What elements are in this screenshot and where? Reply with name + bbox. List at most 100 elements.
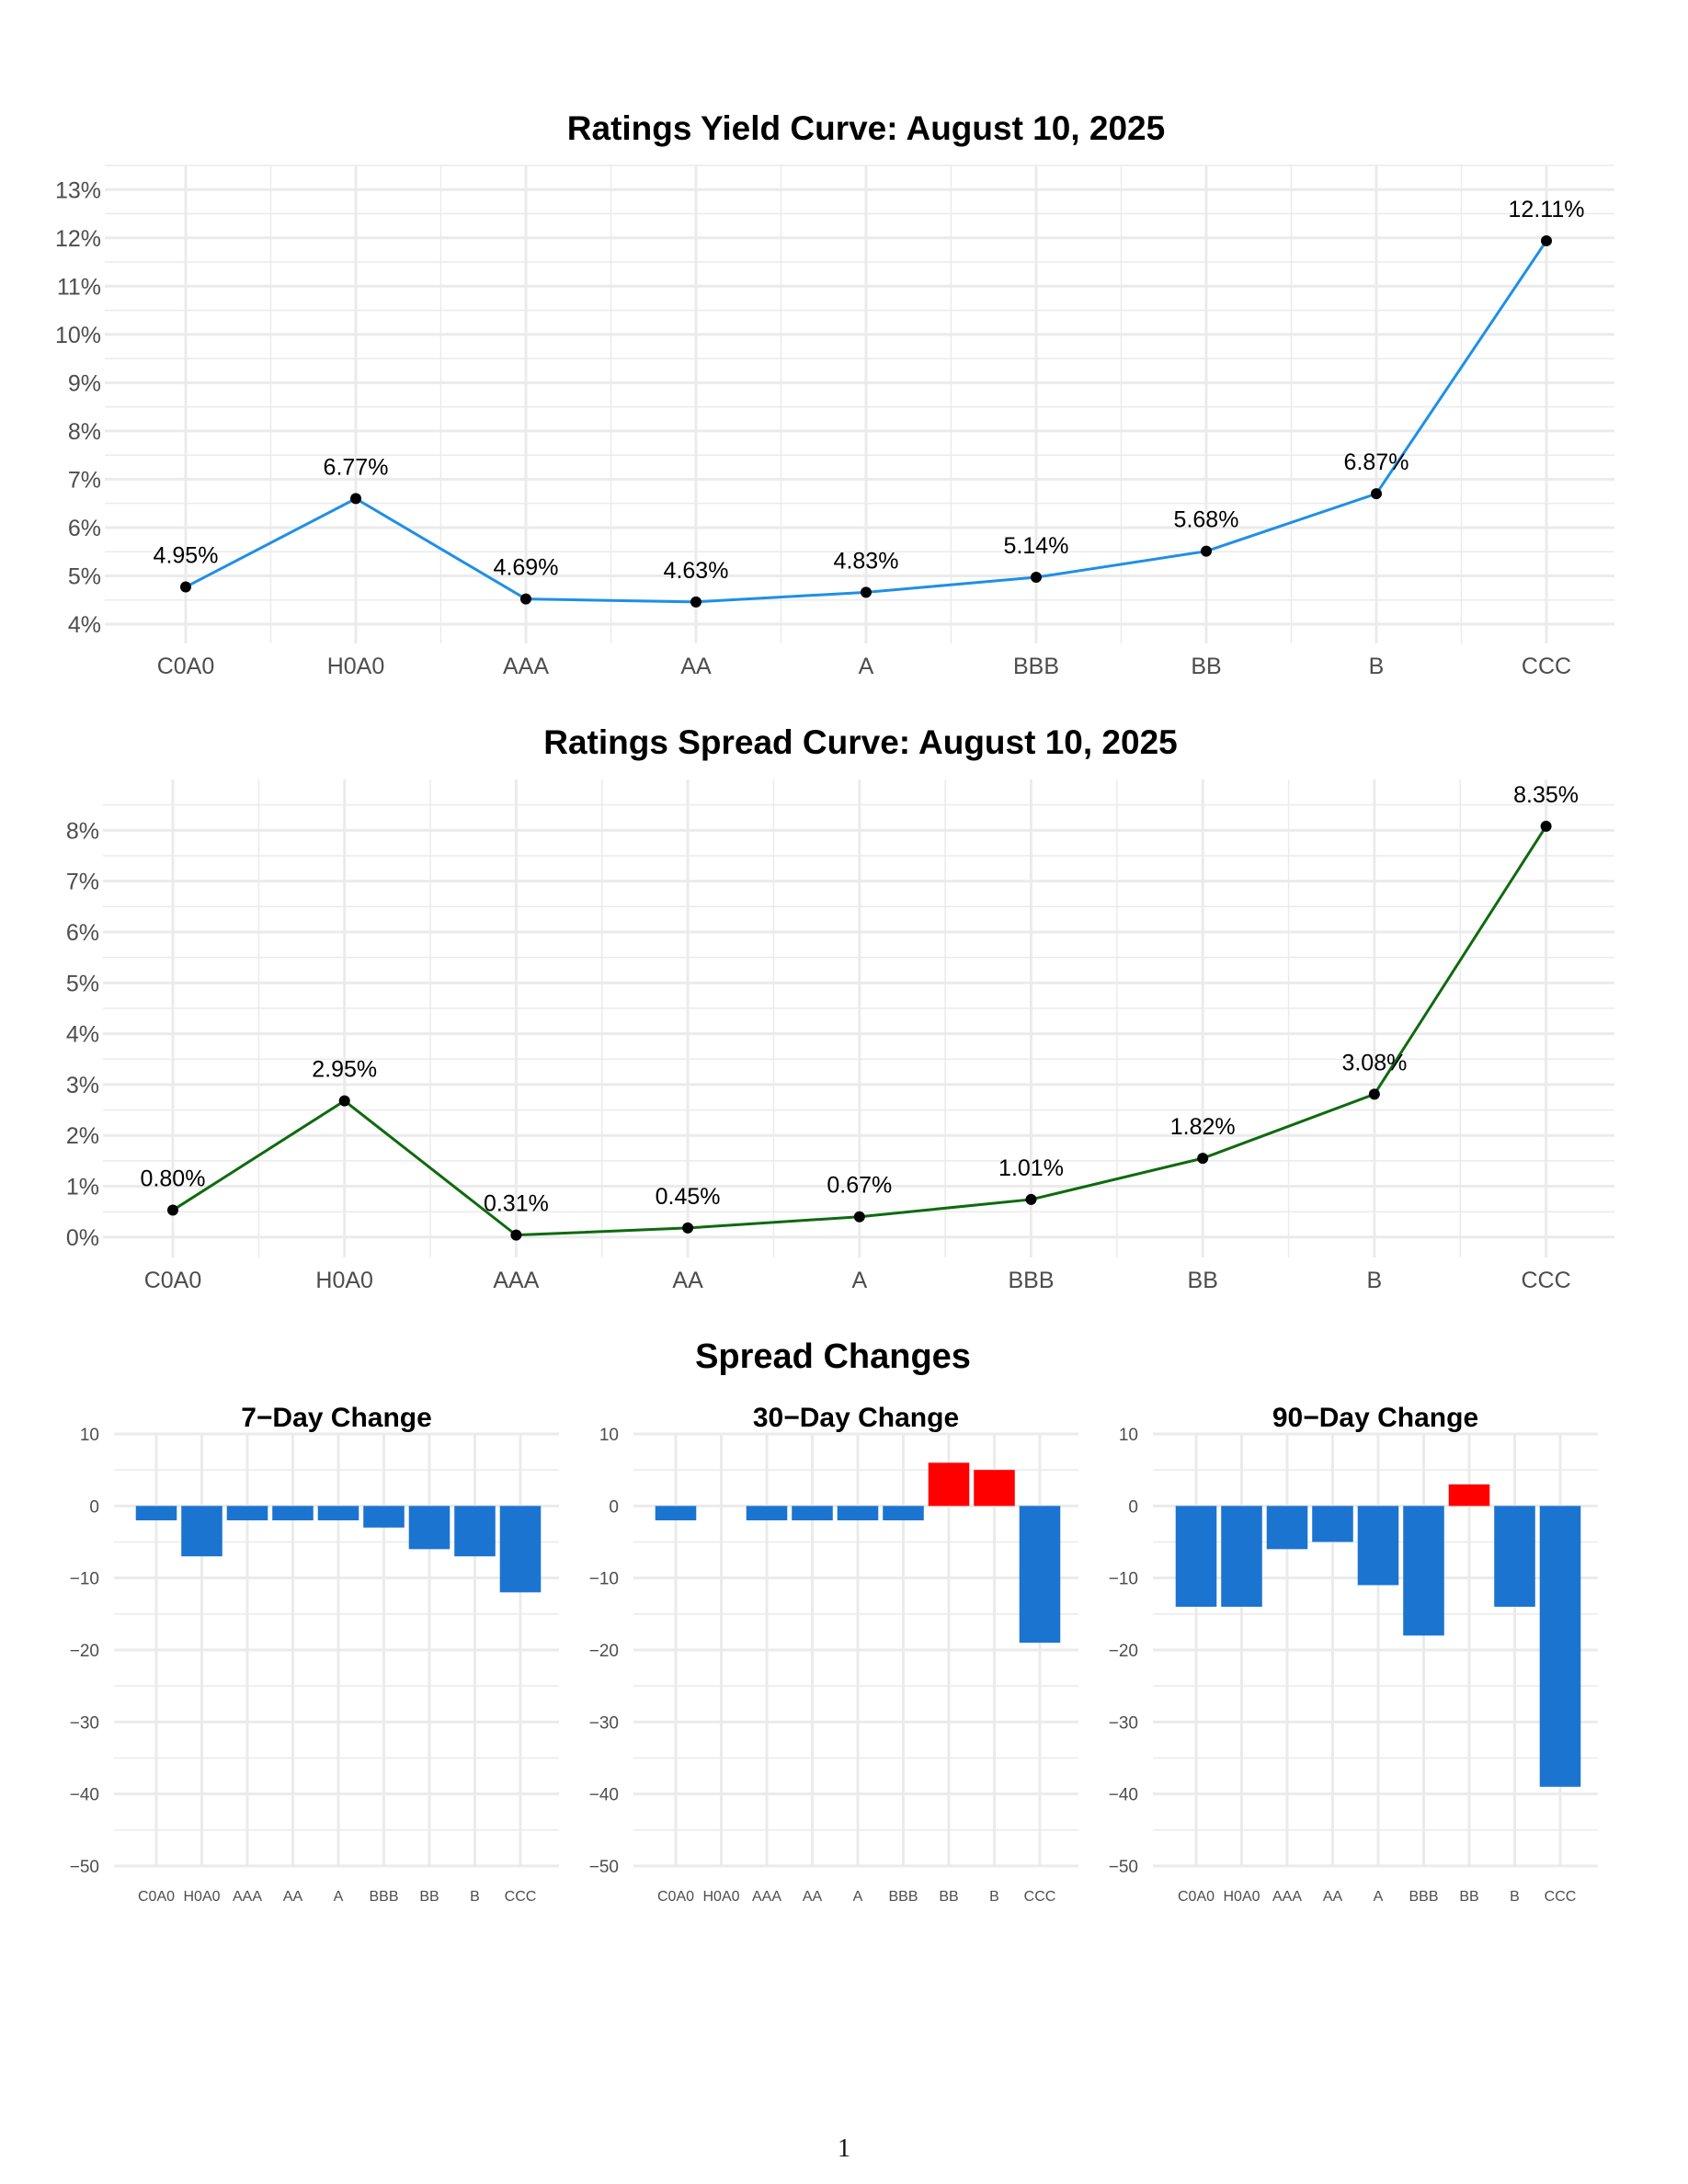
bar: [1266, 1506, 1308, 1550]
bar: [746, 1506, 788, 1520]
data-label: 3.08%: [1341, 1050, 1407, 1075]
data-point: [510, 1229, 522, 1241]
x-tick-label: C0A0: [138, 1889, 175, 1905]
spread-changes-title: Spread Changes: [695, 1337, 971, 1376]
y-tick-label: 10: [599, 1426, 619, 1445]
chart-title: Ratings Spread Curve: August 10, 2025: [543, 723, 1178, 761]
spread-curve-chart: Ratings Spread Curve: August 10, 2025 0% 1…: [66, 723, 1614, 1293]
bar: [928, 1462, 970, 1507]
data-point: [350, 493, 361, 505]
data-label: 4.63%: [664, 558, 729, 584]
x-tick-label: B: [1367, 1268, 1383, 1293]
x-tick-label: BB: [1459, 1889, 1478, 1905]
x-tick-label: AAA: [503, 654, 549, 679]
y-tick-label: 12%: [55, 226, 101, 252]
x-tick-label: BBB: [369, 1889, 398, 1905]
y-tick-label: −30: [589, 1713, 619, 1733]
x-tick-label: A: [859, 654, 874, 679]
y-tick-label: −10: [70, 1570, 99, 1589]
data-point: [1197, 1153, 1209, 1165]
x-tick-label: AAA: [493, 1268, 539, 1293]
chart-title: 7−Day Change: [241, 1403, 432, 1433]
y-tick-label: 7%: [68, 467, 101, 493]
x-tick-label: H0A0: [183, 1889, 220, 1905]
x-tick-label: BB: [1188, 1268, 1218, 1293]
x-tick-label: A: [334, 1889, 344, 1905]
bar: [1019, 1506, 1061, 1644]
x-tick-label: C0A0: [657, 1889, 694, 1905]
data-label: 4.69%: [494, 555, 559, 581]
data-point: [690, 596, 701, 608]
data-label: 5.14%: [1004, 533, 1069, 559]
x-tick-label: CCC: [1522, 1268, 1571, 1293]
bar: [1539, 1506, 1581, 1787]
bar: [272, 1506, 314, 1520]
bar: [883, 1506, 924, 1520]
x-tick-label: B: [470, 1889, 480, 1905]
bar: [454, 1506, 496, 1557]
x-tick-label: BBB: [888, 1889, 918, 1905]
y-tick-label: −20: [589, 1642, 619, 1661]
x-tick-label: B: [1369, 654, 1385, 679]
data-point: [1371, 488, 1382, 500]
ninety-day-change-chart: 90−Day Change 10 0 −10 −20 −30 −40 −50 C0A0 H0A0 A…: [1109, 1403, 1598, 1905]
y-tick-label: 3%: [66, 1073, 99, 1098]
y-tick-label: 4%: [66, 1022, 99, 1048]
y-tick-label: 0: [609, 1497, 619, 1517]
x-tick-label: AAA: [752, 1889, 781, 1905]
x-tick-label: CCC: [1522, 654, 1571, 679]
x-tick-label: C0A0: [1178, 1889, 1215, 1905]
y-tick-label: 7%: [66, 870, 99, 895]
y-tick-label: 1%: [66, 1175, 99, 1200]
y-tick-label: 5%: [66, 971, 99, 996]
data-point: [1368, 1088, 1380, 1100]
data-label: 6.77%: [324, 454, 389, 480]
x-tick-label: AAA: [233, 1889, 262, 1905]
y-tick-label: 0: [1128, 1497, 1138, 1517]
data-point: [338, 1095, 350, 1107]
data-point: [180, 581, 191, 593]
data-point: [1541, 234, 1552, 246]
x-tick-label: A: [853, 1889, 863, 1905]
x-tick-label: B: [1510, 1889, 1520, 1905]
x-tick-label: CCC: [1545, 1889, 1577, 1905]
bar: [1312, 1506, 1353, 1542]
x-tick-label: H0A0: [327, 654, 385, 679]
x-tick-label: BBB: [1013, 654, 1059, 679]
bar: [226, 1506, 268, 1520]
y-tick-label: 0: [89, 1497, 99, 1517]
x-tick-label: AA: [672, 1268, 703, 1293]
x-tick-label: H0A0: [702, 1889, 739, 1905]
bar: [1494, 1506, 1535, 1607]
data-point: [520, 593, 531, 605]
y-tick-label: −30: [70, 1713, 99, 1733]
y-tick-label: −40: [1109, 1786, 1138, 1805]
bar: [974, 1470, 1015, 1507]
x-tick-label: CCC: [505, 1889, 537, 1905]
data-label: 4.83%: [834, 548, 899, 574]
y-tick-label: 2%: [66, 1123, 99, 1149]
bar: [499, 1506, 542, 1593]
y-tick-label: −50: [70, 1858, 99, 1877]
data-point: [861, 586, 872, 598]
x-tick-label: BB: [419, 1889, 439, 1905]
y-tick-label: 10%: [55, 323, 101, 348]
data-label: 1.01%: [998, 1155, 1064, 1181]
bar: [408, 1506, 451, 1550]
bar: [1221, 1506, 1262, 1607]
chart-title: 90−Day Change: [1272, 1403, 1478, 1433]
x-tick-label: BB: [939, 1889, 958, 1905]
data-label: 1.82%: [1170, 1114, 1236, 1140]
y-tick-label: 5%: [68, 563, 101, 589]
data-point: [682, 1222, 694, 1234]
y-tick-label: 4%: [68, 612, 101, 638]
y-tick-label: −50: [1109, 1858, 1138, 1877]
x-tick-label: BBB: [1008, 1268, 1054, 1293]
y-tick-label: 10: [1119, 1426, 1138, 1445]
page-number: 1: [838, 2134, 850, 2163]
y-tick-label: −20: [70, 1642, 99, 1661]
x-tick-label: H0A0: [315, 1268, 373, 1293]
x-tick-label: H0A0: [1223, 1889, 1260, 1905]
bar: [1175, 1506, 1217, 1607]
